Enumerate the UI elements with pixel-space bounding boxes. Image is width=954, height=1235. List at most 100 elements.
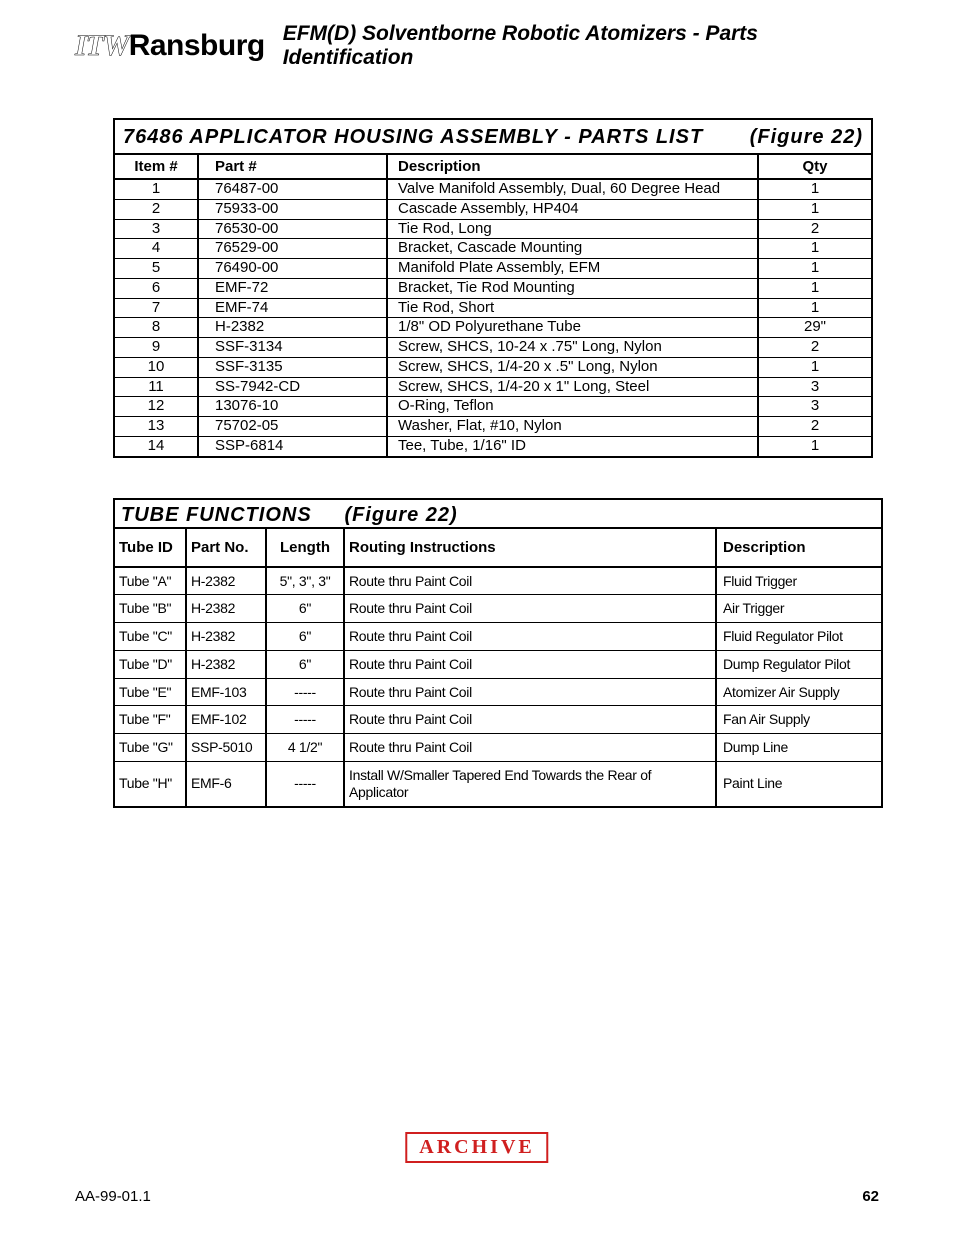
cell-qty: 1 [758, 298, 871, 318]
cell-qty: 1 [758, 259, 871, 279]
cell-length: 5", 3", 3" [266, 567, 344, 595]
cell-item: 12 [115, 397, 198, 417]
cell-qty: 1 [758, 357, 871, 377]
cell-routing: Route thru Paint Coil [344, 623, 716, 651]
cell-desc: Cascade Assembly, HP404 [387, 199, 758, 219]
col-routing: Routing Instructions [344, 529, 716, 567]
cell-tube-id: Tube "G" [115, 734, 186, 762]
table-row: Tube "F"EMF-102-----Route thru Paint Coi… [115, 706, 881, 734]
col-desc2: Description [716, 529, 881, 567]
col-part: Part # [198, 155, 387, 179]
cell-part-no: H-2382 [186, 595, 266, 623]
table-row: 1213076-10O-Ring, Teflon3 [115, 397, 871, 417]
cell-item: 9 [115, 338, 198, 358]
cell-qty: 2 [758, 417, 871, 437]
cell-length: 4 1/2" [266, 734, 344, 762]
cell-desc2: Dump Line [716, 734, 881, 762]
cell-part: H-2382 [198, 318, 387, 338]
cell-part: SSF-3135 [198, 357, 387, 377]
cell-item: 2 [115, 199, 198, 219]
cell-qty: 1 [758, 436, 871, 455]
table-row: 7EMF-74Tie Rod, Short1 [115, 298, 871, 318]
archive-stamp: ARCHIVE [405, 1132, 548, 1163]
cell-routing: Install W/Smaller Tapered End Towards th… [344, 762, 716, 806]
page-footer: AA-99-01.1 62 [75, 1188, 879, 1205]
cell-qty: 1 [758, 239, 871, 259]
table-row: 275933-00Cascade Assembly, HP4041 [115, 199, 871, 219]
tube-functions-table: Tube ID Part No. Length Routing Instruct… [115, 529, 881, 806]
cell-part: 76487-00 [198, 179, 387, 199]
cell-routing: Route thru Paint Coil [344, 734, 716, 762]
table-row: Tube "H"EMF-6-----Install W/Smaller Tape… [115, 762, 881, 806]
table-row: 476529-00Bracket, Cascade Mounting1 [115, 239, 871, 259]
cell-routing: Route thru Paint Coil [344, 678, 716, 706]
cell-length: ----- [266, 706, 344, 734]
cell-length: 6" [266, 650, 344, 678]
cell-desc: Bracket, Tie Rod Mounting [387, 278, 758, 298]
table-row: 10SSF-3135Screw, SHCS, 1/4-20 x .5" Long… [115, 357, 871, 377]
cell-qty: 29" [758, 318, 871, 338]
cell-desc: Manifold Plate Assembly, EFM [387, 259, 758, 279]
table-row: 6EMF-72Bracket, Tie Rod Mounting1 [115, 278, 871, 298]
cell-routing: Route thru Paint Coil [344, 567, 716, 595]
page-number: 62 [862, 1188, 879, 1205]
cell-qty: 2 [758, 219, 871, 239]
col-item: Item # [115, 155, 198, 179]
cell-part: SSP-6814 [198, 436, 387, 455]
cell-qty: 1 [758, 179, 871, 199]
cell-item: 5 [115, 259, 198, 279]
cell-desc2: Fan Air Supply [716, 706, 881, 734]
cell-desc2: Atomizer Air Supply [716, 678, 881, 706]
cell-part-no: H-2382 [186, 567, 266, 595]
cell-routing: Route thru Paint Coil [344, 706, 716, 734]
cell-qty: 3 [758, 377, 871, 397]
cell-qty: 3 [758, 397, 871, 417]
cell-tube-id: Tube "H" [115, 762, 186, 806]
parts-title-left: 76486 APPLICATOR HOUSING ASSEMBLY - PART… [123, 126, 703, 149]
cell-item: 14 [115, 436, 198, 455]
cell-part-no: EMF-103 [186, 678, 266, 706]
cell-length: 6" [266, 595, 344, 623]
col-tube-id: Tube ID [115, 529, 186, 567]
cell-item: 4 [115, 239, 198, 259]
cell-tube-id: Tube "B" [115, 595, 186, 623]
cell-part: 75702-05 [198, 417, 387, 437]
cell-desc: Tie Rod, Short [387, 298, 758, 318]
cell-part: SS-7942-CD [198, 377, 387, 397]
page-header: ITWRansburg EFM(D) Solventborne Robotic … [75, 22, 879, 70]
cell-qty: 1 [758, 199, 871, 219]
table-row: Tube "E"EMF-103-----Route thru Paint Coi… [115, 678, 881, 706]
cell-part-no: H-2382 [186, 623, 266, 651]
cell-part: 76529-00 [198, 239, 387, 259]
logo-itw: ITW [75, 29, 129, 63]
col-length: Length [266, 529, 344, 567]
parts-list-table: Item # Part # Description Qty 176487-00V… [115, 155, 871, 456]
cell-part-no: H-2382 [186, 650, 266, 678]
cell-item: 3 [115, 219, 198, 239]
col-part-no: Part No. [186, 529, 266, 567]
cell-desc: Tee, Tube, 1/16" ID [387, 436, 758, 455]
table-row: 14SSP-6814Tee, Tube, 1/16" ID1 [115, 436, 871, 455]
table-row: Tube "A"H-23825", 3", 3"Route thru Paint… [115, 567, 881, 595]
cell-tube-id: Tube "C" [115, 623, 186, 651]
cell-desc: 1/8" OD Polyurethane Tube [387, 318, 758, 338]
cell-tube-id: Tube "A" [115, 567, 186, 595]
tube-title-right: (Figure 22) [344, 504, 457, 526]
doc-number: AA-99-01.1 [75, 1188, 151, 1205]
page-title: EFM(D) Solventborne Robotic Atomizers - … [283, 22, 879, 70]
tube-functions-wrap: TUBE FUNCTIONS (Figure 22) Tube ID Part … [113, 498, 883, 808]
table-row: 376530-00Tie Rod, Long2 [115, 219, 871, 239]
logo-ransburg: Ransburg [129, 29, 265, 63]
cell-item: 11 [115, 377, 198, 397]
cell-tube-id: Tube "F" [115, 706, 186, 734]
cell-item: 6 [115, 278, 198, 298]
table-row: Tube "C"H-23826"Route thru Paint CoilFlu… [115, 623, 881, 651]
cell-item: 10 [115, 357, 198, 377]
tube-title: TUBE FUNCTIONS (Figure 22) [115, 500, 881, 529]
cell-part: EMF-72 [198, 278, 387, 298]
table-row: 9SSF-3134Screw, SHCS, 10-24 x .75" Long,… [115, 338, 871, 358]
cell-part-no: EMF-6 [186, 762, 266, 806]
parts-list-title: 76486 APPLICATOR HOUSING ASSEMBLY - PART… [115, 120, 871, 155]
cell-desc: Screw, SHCS, 1/4-20 x 1" Long, Steel [387, 377, 758, 397]
cell-part: 75933-00 [198, 199, 387, 219]
